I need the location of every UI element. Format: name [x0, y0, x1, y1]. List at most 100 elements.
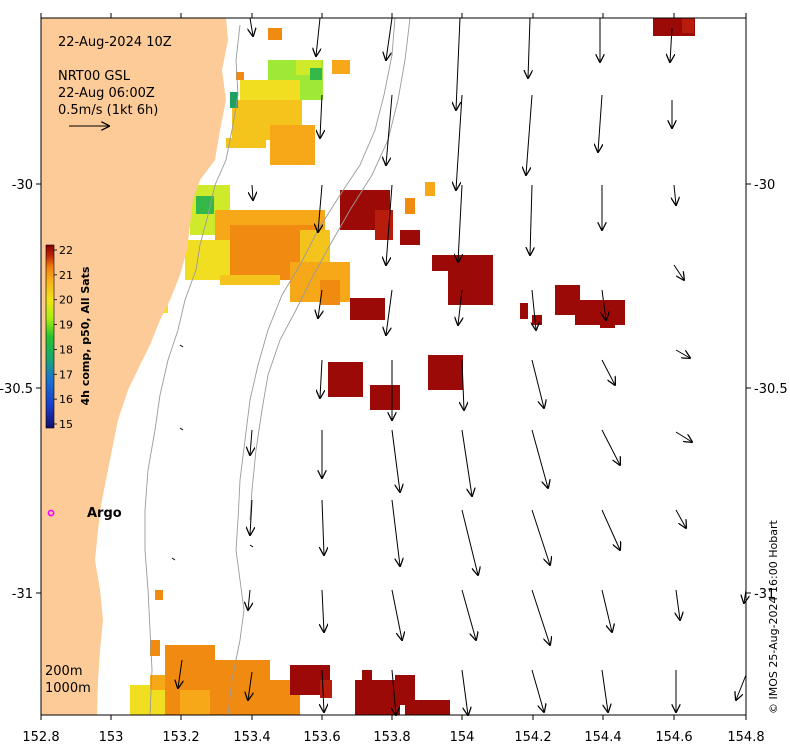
sst-pixel-cluster: [270, 125, 315, 165]
current-vector-arrow: [322, 669, 324, 712]
x-tick-label: 152.8: [22, 730, 59, 745]
current-vector-arrow: [461, 429, 472, 496]
current-vector-arrow: [392, 669, 396, 715]
sst-pixel-cluster: [320, 280, 340, 305]
current-vector-arrow: [391, 429, 400, 492]
contour-1000m: [227, 17, 396, 716]
current-time-label: 22-Aug 06:00Z: [58, 86, 155, 101]
sst-pixel-cluster: [226, 138, 266, 148]
sst-pixel-cluster: [150, 640, 160, 656]
y-axis: -30 -30 -30.5 -30.5 -31 -31: [0, 178, 788, 602]
current-vector-arrow: [674, 184, 676, 205]
sst-pixel-layer: [130, 18, 695, 715]
sst-pixel-cluster: [405, 198, 415, 214]
current-vector-arrow: [675, 349, 690, 358]
current-vector-arrow: [249, 544, 254, 548]
y-tick-label-right: -31: [754, 587, 775, 602]
sst-pixel-cluster: [375, 210, 393, 240]
sst-pixel-cluster: [395, 675, 415, 705]
current-vector-arrow: [461, 589, 476, 640]
current-vector-arrow: [676, 589, 680, 620]
current-vector-arrow: [601, 429, 620, 465]
x-tick-label: 153.4: [233, 730, 270, 745]
x-tick-label: 154: [450, 730, 475, 745]
current-vector-arrow: [601, 359, 615, 385]
current-vector-arrow: [386, 184, 393, 265]
y-tick-label-right: -30: [754, 178, 775, 193]
current-vector-arrow: [458, 184, 462, 262]
sst-pixel-cluster: [350, 298, 385, 320]
x-tick-label: 154.4: [584, 730, 621, 745]
date-label: 22-Aug-2024 10Z: [58, 35, 172, 50]
plot-frame: [40, 17, 747, 716]
y-tick-label: -30: [12, 178, 33, 193]
current-vector-arrow: [316, 17, 320, 56]
current-vector-arrow: [670, 27, 672, 62]
current-vector-arrow: [675, 431, 692, 442]
y-tick-label: -31: [12, 587, 33, 602]
x-tick-label: 154.6: [655, 730, 692, 745]
sst-pixel-cluster: [310, 68, 322, 80]
sst-pixel-cluster: [682, 18, 694, 33]
current-vector-arrow: [250, 499, 252, 535]
sst-pixel-cluster: [400, 230, 420, 245]
current-vector-arrow: [531, 589, 550, 645]
current-vector-arrow: [318, 184, 322, 232]
current-vector-arrow: [322, 589, 324, 632]
current-vector-arrow: [462, 359, 464, 410]
current-vector-arrow: [531, 669, 544, 712]
contour-1000m-2: [249, 17, 411, 521]
sst-pixel-cluster: [428, 355, 463, 390]
argo-float-marker[interactable]: [47, 509, 55, 517]
colorbar-tick-label: 17: [59, 368, 73, 381]
current-vector-arrow: [531, 429, 548, 488]
y-tick-label-right: -30.5: [754, 382, 788, 397]
current-vector-arrow: [318, 289, 322, 318]
colorbar-tick-label: 21: [59, 269, 73, 282]
sst-pixel-cluster: [448, 255, 493, 305]
x-tick-label: 154.2: [514, 730, 551, 745]
sst-pixel-cluster: [332, 60, 350, 74]
current-vector-arrow: [456, 94, 463, 190]
current-vector-arrow: [391, 499, 400, 566]
current-vector-arrow: [601, 589, 612, 632]
current-vector-arrow: [171, 557, 176, 561]
current-vector-arrow: [532, 289, 536, 330]
current-vector-arrow: [458, 289, 462, 325]
current-vector-arrow: [179, 427, 184, 431]
sst-pixel-cluster: [236, 72, 244, 80]
scale-label: 0.5m/s (1kt 6h): [58, 103, 158, 118]
colorbar-tick-label: 16: [59, 393, 73, 406]
sst-pixel-cluster: [532, 315, 542, 325]
contour-legend-1000m: 1000m: [45, 681, 91, 696]
sst-pixel-cluster: [520, 303, 528, 319]
argo-label: Argo: [87, 506, 122, 521]
current-vector-arrow: [248, 671, 252, 700]
current-vector-arrow: [673, 264, 684, 280]
x-tick-label: 153.2: [162, 730, 199, 745]
current-vector-arrow: [531, 509, 550, 565]
current-vector-arrow: [391, 589, 402, 640]
sst-pixel-cluster: [362, 670, 372, 680]
colorbar: [45, 244, 55, 429]
current-vector-arrow: [528, 17, 530, 78]
current-vector-arrow: [456, 17, 460, 110]
current-vector-arrow: [320, 359, 322, 398]
x-tick-label: 153.8: [373, 730, 410, 745]
sst-pixel-cluster: [328, 362, 363, 397]
current-vector-arrow: [386, 289, 393, 335]
coastline-land: [41, 18, 228, 715]
sst-pixel-cluster: [432, 255, 448, 271]
current-vector-arrow: [530, 184, 532, 255]
current-vector-arrow: [601, 669, 608, 712]
sst-pixel-cluster: [320, 680, 332, 698]
current-product-label: NRT00 GSL: [58, 69, 131, 84]
current-vector-arrow: [598, 94, 602, 152]
contour-200m: [144, 24, 241, 716]
current-vector-arrow: [322, 499, 324, 555]
current-vector-arrow: [601, 509, 620, 550]
current-vector-arrow: [386, 94, 393, 165]
colorbar-title: 4h comp, p50, All Sats: [79, 266, 92, 405]
colorbar-tick-label: 18: [59, 343, 73, 356]
